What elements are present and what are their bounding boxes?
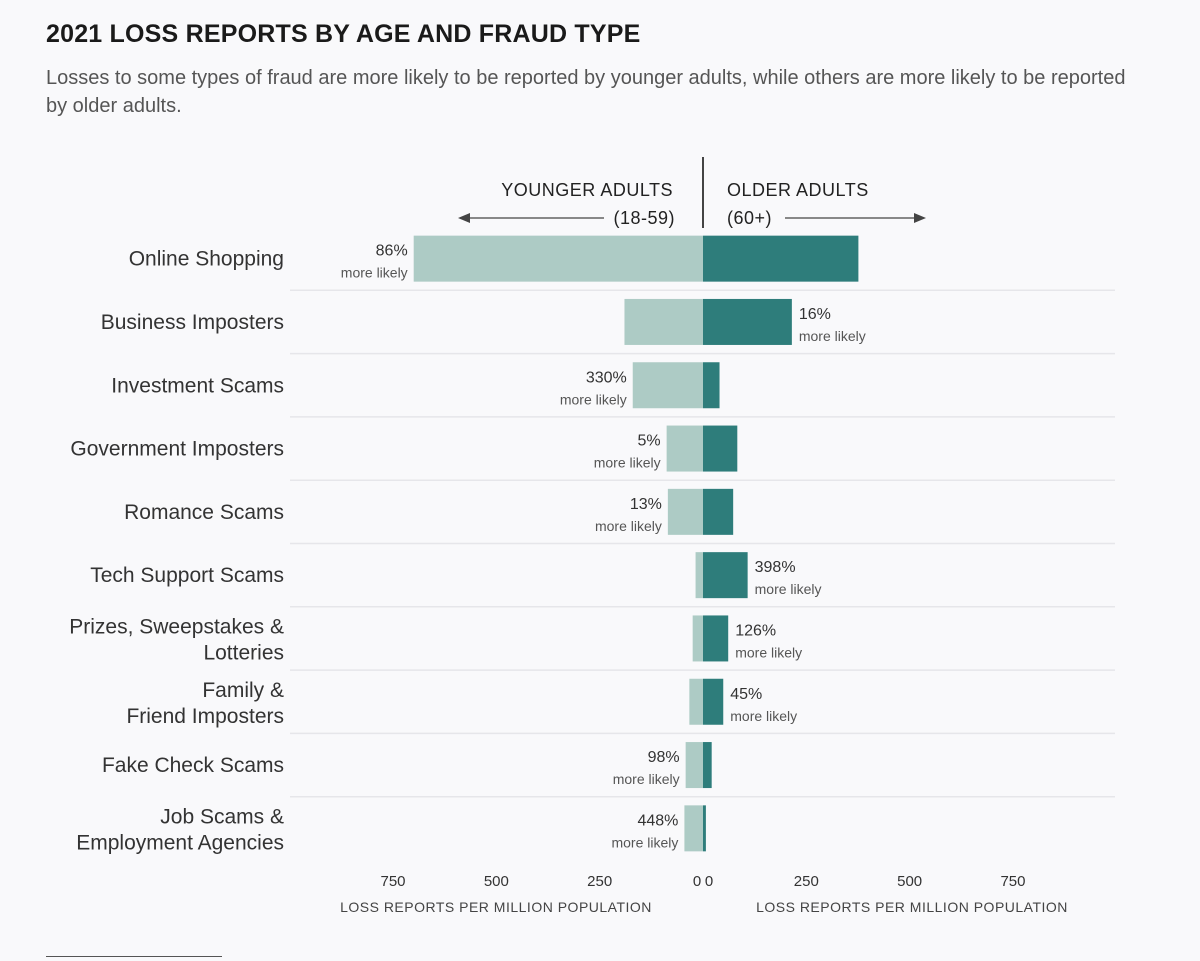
annotation-percent: 448% (637, 812, 678, 829)
header-older-line2: (60+) (727, 208, 772, 228)
x-tick-right: 250 (794, 873, 819, 890)
annotation-percent: 16% (799, 306, 831, 323)
x-tick-right: 0 (705, 873, 713, 890)
annotation-percent: 13% (630, 496, 662, 513)
category-label: Family & (202, 679, 284, 702)
category-label: Prizes, Sweepstakes & (69, 615, 284, 638)
category-label: Tech Support Scams (90, 564, 284, 587)
annotation-more-likely: more likely (595, 518, 662, 534)
category-label: Fake Check Scams (102, 754, 284, 777)
x-tick-left: 500 (484, 873, 509, 890)
bar-younger (685, 742, 703, 789)
bar-younger (632, 362, 703, 409)
bar-younger (413, 235, 703, 282)
bar-older (703, 235, 859, 282)
x-tick-right: 500 (897, 873, 922, 890)
chart-title: 2021 LOSS REPORTS BY AGE AND FRAUD TYPE (46, 20, 641, 48)
category-label: Online Shopping (129, 248, 284, 271)
bar-younger (624, 298, 703, 345)
category-label: Romance Scams (124, 501, 284, 524)
annotation-more-likely: more likely (613, 771, 680, 787)
header-younger-line2: (18-59) (613, 208, 675, 228)
chart-subtitle: Losses to some types of fraud are more l… (46, 67, 1126, 117)
bar-older (703, 678, 724, 725)
bar-younger (689, 678, 703, 725)
annotation-percent: 5% (638, 433, 661, 450)
category-label: Employment Agencies (76, 831, 284, 854)
annotation-percent: 398% (755, 559, 796, 576)
annotation-more-likely: more likely (799, 328, 866, 344)
annotation-more-likely: more likely (755, 581, 822, 597)
bar-younger (684, 805, 703, 852)
header-younger-line1: YOUNGER ADULTS (501, 180, 673, 200)
arrow-right-head (914, 213, 926, 223)
bar-older (703, 552, 748, 599)
x-tick-right: 750 (1000, 873, 1025, 890)
bar-younger (667, 488, 703, 535)
x-tick-left: 250 (587, 873, 612, 890)
category-label: Business Imposters (101, 311, 284, 334)
bar-older (703, 425, 738, 472)
annotation-more-likely: more likely (560, 391, 627, 407)
category-label: Job Scams & (160, 805, 284, 828)
x-axis-title-right: LOSS REPORTS PER MILLION POPULATION (756, 899, 1068, 915)
bar-younger (692, 615, 703, 662)
bar-older (703, 488, 734, 535)
annotation-more-likely: more likely (594, 455, 661, 471)
annotation-more-likely: more likely (341, 265, 408, 281)
annotation-more-likely: more likely (611, 834, 678, 850)
category-label: Investment Scams (111, 374, 284, 397)
bar-older (703, 615, 729, 662)
category-label: Friend Imposters (126, 705, 284, 728)
category-label: Government Imposters (70, 438, 284, 461)
x-tick-left: 0 (693, 873, 701, 890)
annotation-percent: 98% (648, 749, 680, 766)
bar-younger (666, 425, 703, 472)
category-label: Lotteries (203, 641, 284, 664)
annotation-percent: 86% (376, 243, 408, 260)
annotation-percent: 330% (586, 369, 627, 386)
annotation-percent: 126% (735, 622, 776, 639)
annotation-more-likely: more likely (735, 644, 802, 660)
footnote-rule (46, 956, 222, 957)
annotation-more-likely: more likely (730, 708, 797, 724)
bar-older (703, 362, 720, 409)
bar-older (703, 298, 792, 345)
bar-younger (695, 552, 703, 599)
header-older-line1: OLDER ADULTS (727, 180, 869, 200)
arrow-left-head (458, 213, 470, 223)
bar-older (703, 742, 712, 789)
annotation-percent: 45% (730, 686, 762, 703)
x-tick-left: 750 (381, 873, 406, 890)
bar-older (703, 805, 706, 852)
x-axis-title-left: LOSS REPORTS PER MILLION POPULATION (340, 899, 652, 915)
